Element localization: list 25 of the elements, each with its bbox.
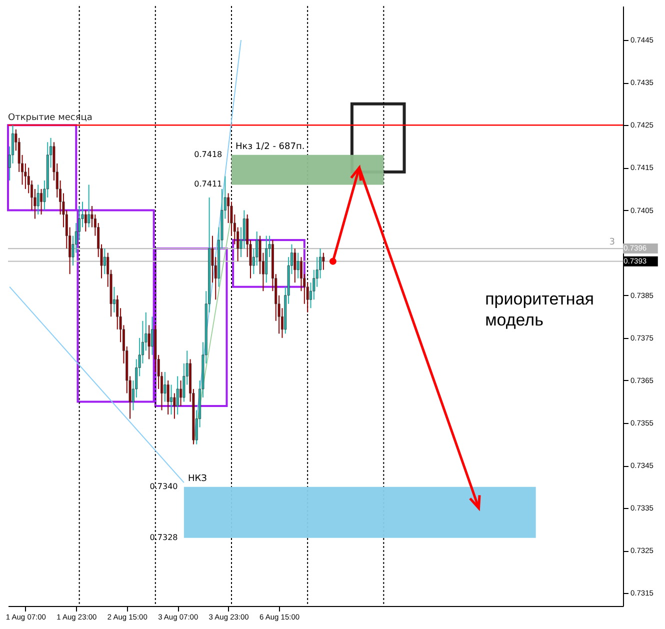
candlestick: [164, 371, 166, 402]
candlestick: [180, 380, 182, 406]
candlestick: [322, 252, 325, 270]
candlestick: [88, 184, 90, 228]
candlestick: [40, 188, 43, 216]
annotation: 0.7411: [194, 180, 222, 189]
band-label: Нкз 1/2 - 687п.: [235, 142, 305, 152]
ref-line-label: Открытие месяца: [8, 113, 92, 124]
candlestick: [176, 376, 179, 416]
candlestick: [170, 384, 173, 416]
candlestick: [166, 380, 170, 416]
band-label: НКЗ: [188, 474, 208, 484]
candlestick: [84, 210, 87, 232]
candlestick: [103, 248, 106, 275]
annotation: 3: [609, 238, 615, 248]
candlestick: [294, 248, 296, 284]
candlestick: [36, 184, 40, 216]
annotation: 0.7328: [150, 532, 178, 542]
candlestick: [150, 316, 154, 356]
annotation: 0.7418: [194, 150, 222, 159]
annotation: 0.7340: [150, 482, 178, 491]
candlestick: [296, 252, 300, 279]
candlestick: [173, 392, 176, 420]
candlestick: [148, 324, 150, 360]
annotation: приоритетная модель: [485, 290, 594, 330]
